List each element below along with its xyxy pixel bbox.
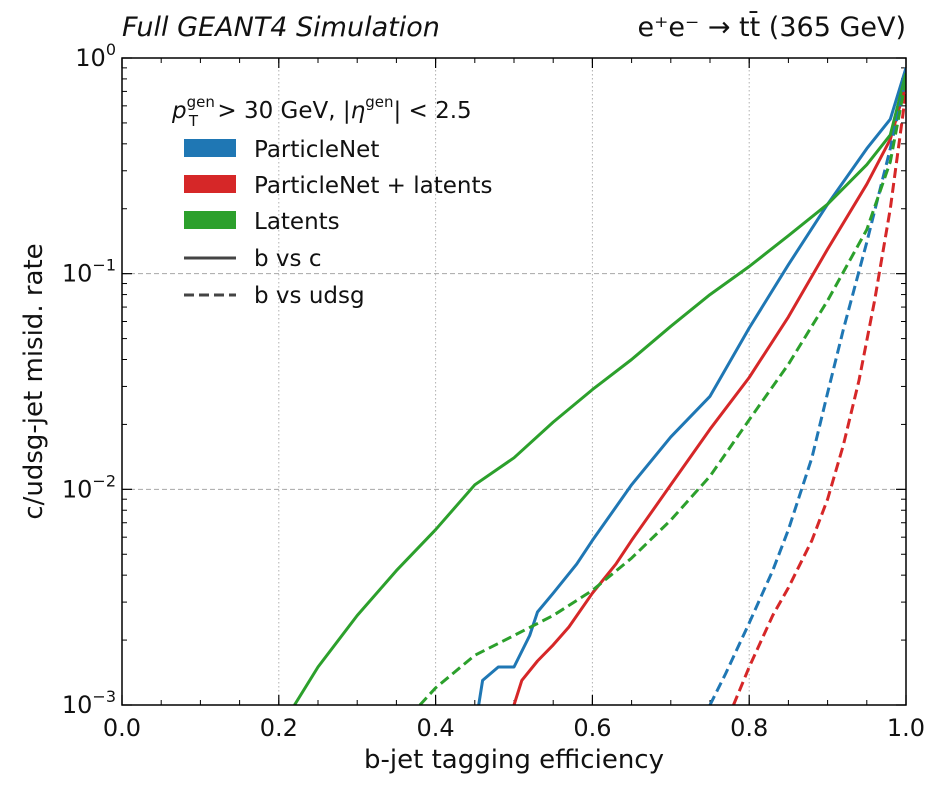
series-group: [293, 67, 906, 705]
plot-frame: [121, 57, 907, 706]
x-tick-label: 0.0: [103, 714, 141, 742]
x-tick-label: 0.4: [417, 714, 455, 742]
series-line: [418, 78, 906, 705]
legend-swatch: [184, 175, 236, 193]
legend-label: ParticleNet: [254, 137, 379, 163]
y-tick-label: 10−3: [62, 687, 116, 719]
x-tick-label: 0.8: [730, 714, 768, 742]
y-axis-label: c/udsg-jet misid. rate: [19, 243, 49, 519]
x-axis-label: b-jet tagging efficiency: [364, 745, 664, 775]
legend-label: b vs udsg: [254, 283, 365, 309]
process-label: e⁺e⁻ → tt̄ (365 GeV): [637, 12, 906, 43]
legend-label: ParticleNet + latents: [254, 173, 492, 199]
legend-swatch: [184, 139, 236, 157]
x-tick-label: 1.0: [887, 714, 925, 742]
legend-label: Latents: [254, 209, 340, 235]
series-line: [732, 91, 906, 705]
y-tick-label: 10−2: [62, 471, 116, 503]
legend-swatch: [184, 211, 236, 229]
legend-label: b vs c: [254, 246, 321, 272]
series-line: [477, 67, 906, 705]
series-line: [512, 84, 906, 705]
x-tick-label: 0.6: [573, 714, 611, 742]
legend-cut-label: pgen T > 30 GeV, |ηgen| < 2.5: [171, 93, 472, 130]
simulation-label: Full GEANT4 Simulation: [122, 12, 440, 43]
y-tick-label: 100: [75, 40, 116, 72]
series-line: [293, 72, 906, 705]
y-tick-label: 10−1: [62, 256, 116, 288]
x-tick-label: 0.2: [260, 714, 298, 742]
